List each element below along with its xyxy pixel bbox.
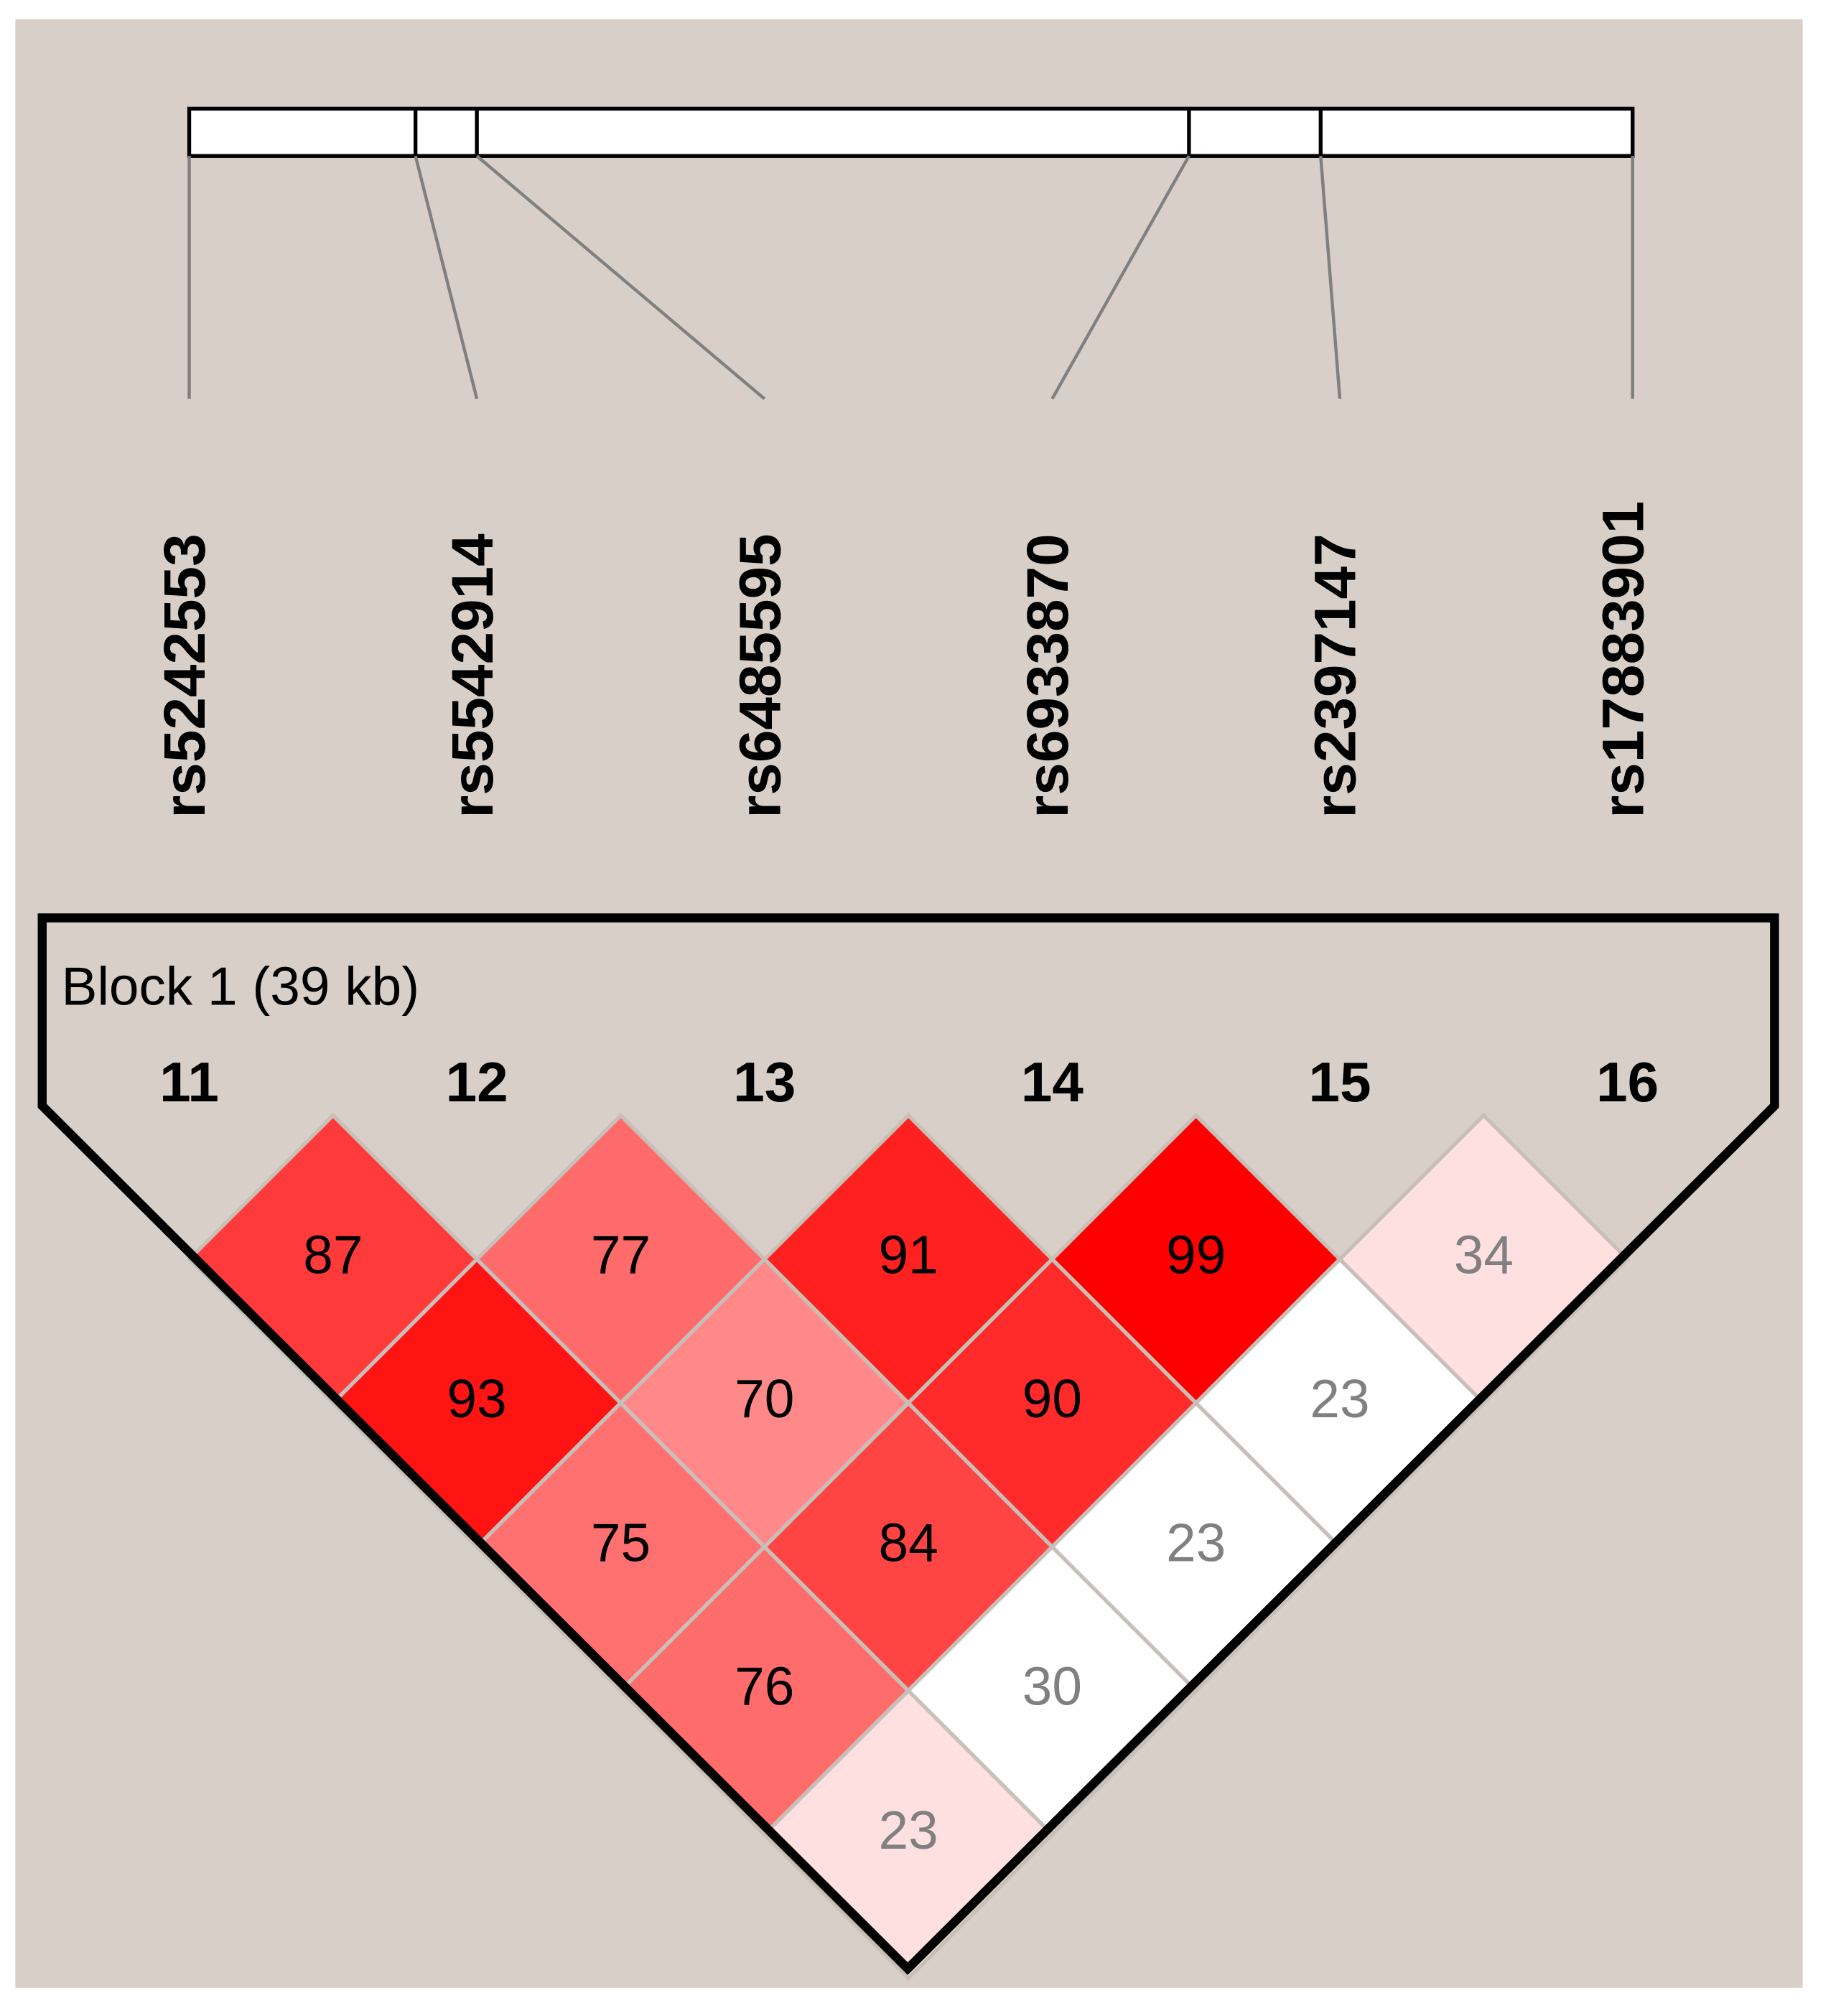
ld-value: 99 bbox=[1166, 1225, 1226, 1285]
ld-value: 34 bbox=[1454, 1225, 1514, 1285]
ld-value: 90 bbox=[1022, 1368, 1082, 1429]
ld-value: 23 bbox=[1166, 1512, 1226, 1572]
marker-number: 11 bbox=[159, 1050, 219, 1114]
marker-number: 13 bbox=[733, 1050, 796, 1114]
marker-connectors bbox=[187, 154, 1634, 401]
marker-number: 16 bbox=[1596, 1050, 1659, 1114]
marker-name: rs5242553 bbox=[152, 533, 218, 818]
ld-value: 23 bbox=[1310, 1368, 1369, 1429]
block-label: Block 1 (39 kb) bbox=[61, 956, 419, 1017]
ld-value: 84 bbox=[878, 1512, 938, 1572]
marker-name: rs5542914 bbox=[440, 533, 505, 818]
ld-value: 93 bbox=[447, 1368, 507, 1429]
marker-name: rs17883901 bbox=[1590, 501, 1656, 818]
marker-name: rs2397147 bbox=[1303, 533, 1369, 818]
marker-name: rs6933870 bbox=[1015, 533, 1081, 818]
ld-value: 87 bbox=[303, 1225, 363, 1285]
ld-value: 70 bbox=[735, 1368, 794, 1429]
ld-cells: 87 93 75 76 23 77 70 84 30 91 90 23 99 23 34 bbox=[186, 1112, 1631, 1982]
marker-name: rs6485595 bbox=[727, 533, 793, 818]
ld-value: 76 bbox=[735, 1656, 794, 1717]
marker-number: 12 bbox=[446, 1050, 508, 1114]
ld-value: 30 bbox=[1022, 1656, 1082, 1717]
ld-value: 91 bbox=[878, 1225, 938, 1285]
ld-value: 23 bbox=[878, 1800, 938, 1860]
ld-cell bbox=[1337, 1112, 1631, 1406]
ld-value: 77 bbox=[591, 1225, 651, 1285]
block-outline bbox=[37, 913, 1779, 1975]
chromosome-bar bbox=[187, 106, 1635, 158]
marker-number: 15 bbox=[1308, 1050, 1371, 1114]
ld-value: 75 bbox=[591, 1512, 651, 1572]
marker-number: 14 bbox=[1021, 1050, 1084, 1114]
